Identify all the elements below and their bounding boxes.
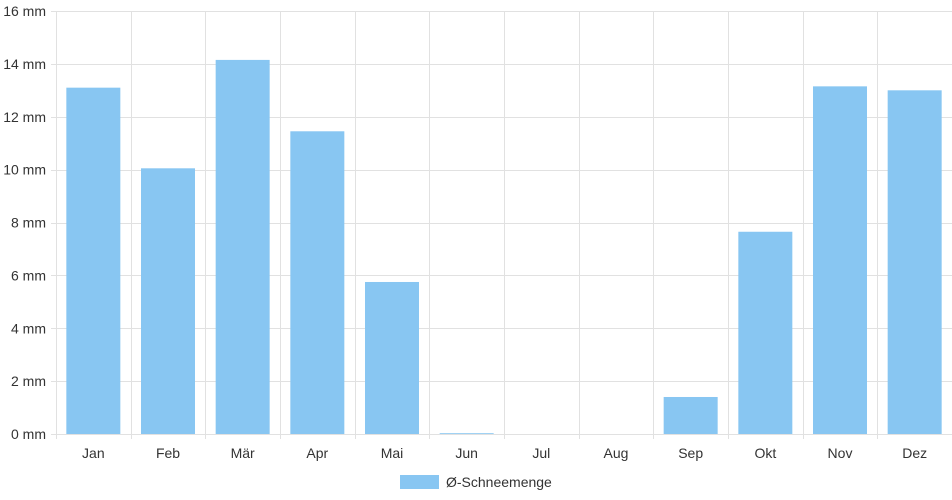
x-tick-label: Jun [455,445,478,461]
legend-swatch [400,475,439,489]
x-tick-label: Mär [231,445,255,461]
bar-Dez[interactable] [887,90,942,434]
x-tick-label: Feb [156,445,180,461]
y-tick-label: 10 mm [3,162,46,178]
bar-Jan[interactable] [66,87,121,434]
bar-Apr[interactable] [290,131,345,434]
x-tick-label: Nov [828,445,853,461]
x-tick-label: Apr [306,445,328,461]
bar-Mai[interactable] [365,281,419,434]
y-tick-label: 16 mm [3,3,46,19]
x-tick-label: Jul [532,445,550,461]
x-tick-label: Mai [381,445,404,461]
y-tick-label: 2 mm [11,373,46,389]
bar-Okt[interactable] [738,231,793,434]
bar-Mär[interactable] [215,59,270,435]
x-tick-label: Jan [82,445,105,461]
x-tick-label: Aug [604,445,629,461]
bar-Nov[interactable] [813,86,867,435]
y-axis-labels: 0 mm 2 mm 4 mm 6 mm 8 mm 10 mm 12 mm 14 mm 16 mm [3,3,46,442]
x-tick-label: Okt [754,445,776,461]
legend-label: Ø-Schneemenge [446,474,552,490]
x-axis-labels: Jan Feb Mär Apr Mai Jun Jul Aug Sep Okt Nov Dez [82,445,927,461]
bar-Sep[interactable] [663,396,718,434]
legend[interactable]: Ø-Schneemenge [400,474,552,490]
y-tick-label: 14 mm [3,56,46,72]
bars [66,59,942,435]
y-tick-label: 8 mm [11,215,46,231]
y-tick-label: 4 mm [11,320,46,336]
grid [51,11,952,439]
y-tick-label: 12 mm [3,109,46,125]
x-tick-label: Dez [902,445,927,461]
x-tick-label: Sep [678,445,703,461]
bar-Jun[interactable] [439,433,494,434]
y-tick-label: 6 mm [11,267,46,283]
bar-Feb[interactable] [141,168,195,434]
y-tick-label: 0 mm [11,426,46,442]
